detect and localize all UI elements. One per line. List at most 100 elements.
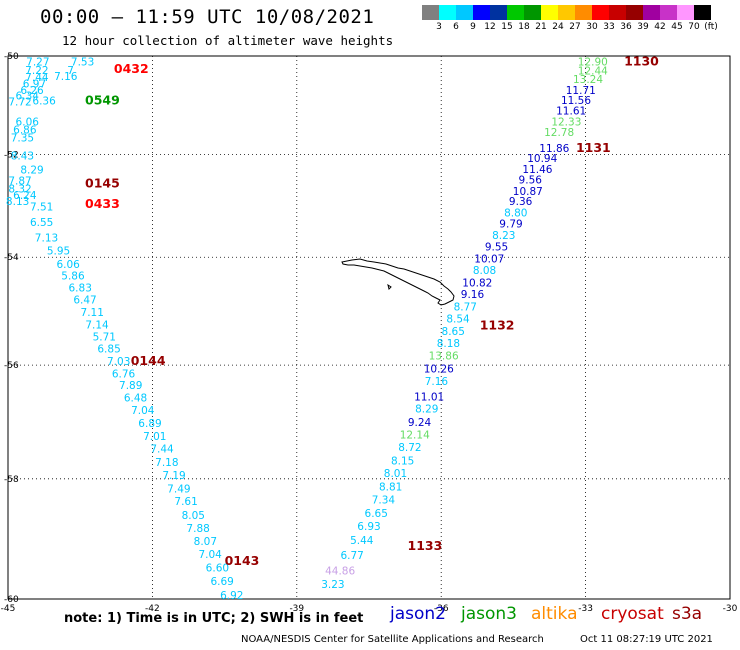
swh-value: 6.76 [112, 368, 136, 380]
swh-value: 8.81 [379, 482, 402, 494]
swh-value: 11.61 [556, 106, 586, 118]
swh-value: 6.47 [73, 295, 96, 307]
swh-value: 6.93 [357, 521, 380, 533]
swh-value: 12.33 [551, 116, 581, 128]
colorbar-label: 24 [552, 22, 564, 32]
swh-value: 11.01 [414, 391, 444, 403]
swh-value: 8.54 [446, 313, 470, 325]
colorbar-label: 42 [654, 22, 666, 32]
colorbar-swatch [626, 5, 643, 20]
lon-label: -36 [434, 604, 449, 614]
footer-credit: NOAA/NESDIS Center for Satellite Applica… [241, 634, 544, 645]
swh-value: 8.43 [11, 150, 34, 162]
swh-value: 5.71 [93, 331, 116, 343]
pass-time-label: 0549 [85, 93, 120, 108]
swh-value: 44.86 [325, 565, 355, 577]
swh-value: 7.03 [107, 356, 130, 368]
colorbar-label: 36 [620, 22, 632, 32]
swh-value: 8.65 [442, 326, 465, 338]
swh-value: 7.44 [150, 444, 174, 456]
swh-value: 6.48 [124, 392, 147, 404]
swh-value: 10.87 [513, 186, 543, 198]
lat-label: -52 [4, 150, 19, 160]
colorbar-swatch [541, 5, 558, 20]
swh-value: 7.16 [54, 71, 78, 83]
colorbar [422, 5, 711, 20]
swh-value: 13.86 [429, 351, 459, 363]
colorbar-label: 18 [518, 22, 530, 32]
swh-value: 7.72 [8, 97, 31, 109]
pass-time-label: 1133 [408, 538, 443, 553]
swh-value: 11.56 [561, 95, 591, 107]
swh-value: 7.01 [143, 431, 166, 443]
pass-time-label: 0432 [114, 61, 149, 76]
swh-value: 6.34 [16, 91, 40, 103]
legend-note: note: 1) Time is in UTC; 2) SWH is in fe… [64, 611, 364, 626]
swh-value: 6.06 [16, 116, 40, 128]
mission-legend-item: altika [531, 604, 578, 624]
swh-value: 7.61 [174, 496, 197, 508]
pass-time-label: 0145 [85, 175, 120, 190]
colorbar-label: (ft) [704, 22, 718, 32]
colorbar-swatch [694, 5, 711, 20]
lon-label: -33 [578, 604, 593, 614]
swh-value: 6.06 [56, 259, 80, 271]
pass-time-label: 1130 [624, 54, 659, 69]
swh-value: 5.86 [61, 270, 85, 282]
swh-value: 6.24 [13, 190, 37, 202]
lat-label: -56 [4, 361, 19, 371]
swh-value: 7.88 [186, 523, 209, 535]
swh-value: 7 [67, 65, 74, 77]
swh-value: 8.05 [182, 510, 205, 522]
axis-labels: -45 -42 -39 -36 -33 -30 -50 -52 -54 -56 -58 -60 [1, 52, 738, 614]
swh-value: 8.07 [194, 536, 217, 548]
swh-value: 7.89 [119, 380, 142, 392]
south-georgia-coastline [341, 258, 455, 306]
colorbar-swatch [558, 5, 575, 20]
pass-time-label: 0433 [85, 196, 120, 211]
swh-value: 13.24 [573, 74, 603, 86]
colorbar-swatch [439, 5, 456, 20]
swh-value: 7.34 [372, 494, 396, 506]
swh-value: 8.80 [504, 208, 527, 220]
colorbar-label: 39 [637, 22, 649, 32]
colorbar-swatch [677, 5, 694, 20]
swh-value: 6.92 [220, 590, 243, 602]
colorbar-swatch [507, 5, 524, 20]
lon-label: -39 [289, 604, 304, 614]
swh-value: 6.86 [13, 124, 37, 136]
colorbar-label: 15 [501, 22, 513, 32]
swh-value: 10.82 [462, 277, 492, 289]
colorbar-label: 27 [569, 22, 581, 32]
swh-value: 10.26 [424, 363, 454, 375]
swh-value: 7.13 [35, 232, 58, 244]
swh-value: 8.29 [20, 165, 43, 177]
swh-value: 8.13 [6, 196, 29, 208]
colorbar-label: 9 [470, 22, 476, 32]
swh-value: 8.29 [415, 404, 438, 416]
swh-value: 6.36 [32, 96, 56, 108]
mission-legend-item: jason2 [390, 604, 446, 624]
lon-label: -42 [145, 604, 160, 614]
swh-value: 7.51 [30, 201, 53, 213]
colorbar-swatch [609, 5, 626, 20]
colorbar-label: 70 [688, 22, 700, 32]
swh-value: 7.49 [167, 483, 190, 495]
colorbar-swatch [422, 5, 439, 20]
colorbar-swatch [473, 5, 490, 20]
colorbar-swatch [660, 5, 677, 20]
swh-value: 5.95 [47, 246, 70, 258]
swh-value: 6.85 [97, 343, 120, 355]
swh-value: 10.07 [474, 253, 504, 265]
swh-value: 6.55 [30, 217, 53, 229]
swh-value: 6.26 [20, 85, 44, 97]
pass-time-label: 1131 [576, 140, 611, 155]
swh-value: 6.69 [210, 576, 233, 588]
swh-value: 12.44 [578, 65, 608, 77]
swh-value: 7.16 [425, 376, 449, 388]
swh-value: 3.23 [321, 579, 344, 591]
colorbar-label: 33 [603, 22, 615, 32]
pass-time-label: 0143 [225, 553, 260, 568]
swh-value: 12.90 [578, 57, 608, 69]
